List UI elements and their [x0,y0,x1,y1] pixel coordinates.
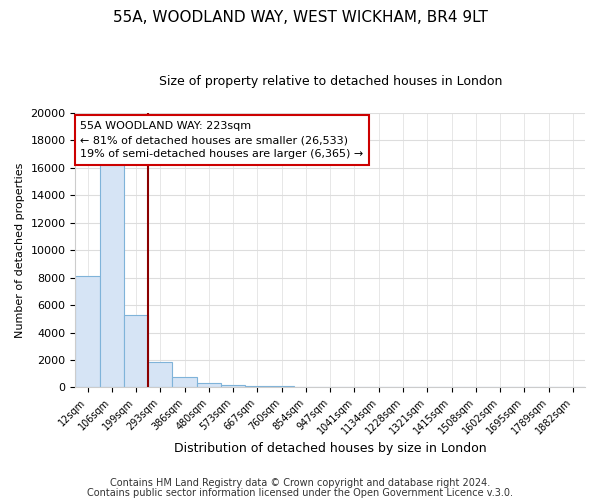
X-axis label: Distribution of detached houses by size in London: Distribution of detached houses by size … [174,442,487,455]
Text: 55A WOODLAND WAY: 223sqm
← 81% of detached houses are smaller (26,533)
19% of se: 55A WOODLAND WAY: 223sqm ← 81% of detach… [80,121,364,159]
Bar [100,161,124,388]
Bar [221,384,245,388]
Bar [172,377,197,388]
Bar [245,386,269,388]
Text: 55A, WOODLAND WAY, WEST WICKHAM, BR4 9LT: 55A, WOODLAND WAY, WEST WICKHAM, BR4 9LT [113,10,487,25]
Text: Contains public sector information licensed under the Open Government Licence v.: Contains public sector information licen… [87,488,513,498]
Bar [76,276,100,388]
Title: Size of property relative to detached houses in London: Size of property relative to detached ho… [158,75,502,88]
Text: Contains HM Land Registry data © Crown copyright and database right 2024.: Contains HM Land Registry data © Crown c… [110,478,490,488]
Bar [197,383,221,388]
Y-axis label: Number of detached properties: Number of detached properties [15,162,25,338]
Bar [269,386,294,388]
Bar [148,362,172,388]
Bar [124,314,148,388]
